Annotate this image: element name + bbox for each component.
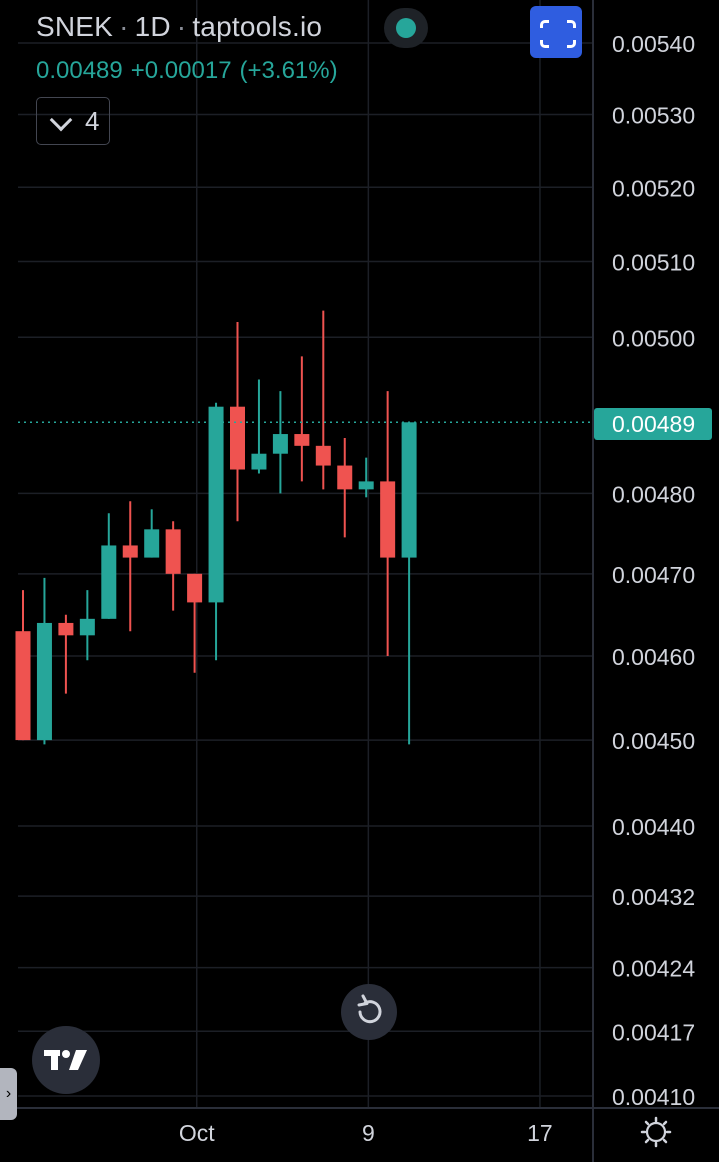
separator-dot: ·: [119, 11, 129, 42]
price-tick-label: 0.00432: [612, 884, 695, 910]
candle: [208, 402, 224, 661]
chart-grid: [18, 0, 593, 1108]
candle: [187, 573, 203, 673]
candle-body: [230, 406, 245, 470]
source-label: taptools.io: [192, 11, 323, 42]
price-axis[interactable]: 0.00540 0.00530 0.00520 0.00510 0.00500 0.004…: [592, 0, 695, 1162]
fullscreen-icon: [540, 20, 576, 48]
chart-settings-button[interactable]: [638, 1112, 678, 1152]
chevron-right-icon: ›: [5, 1085, 12, 1102]
candle: [79, 590, 95, 661]
candle-series: [15, 310, 417, 745]
market-status[interactable]: [384, 8, 428, 48]
candle: [272, 391, 288, 494]
candle: [251, 379, 267, 474]
tradingview-logo-icon: [44, 1050, 87, 1070]
candle-body: [165, 529, 181, 574]
candle: [165, 521, 181, 611]
candle: [337, 437, 353, 538]
candle: [294, 356, 310, 482]
candle-body: [208, 406, 224, 603]
time-tick-label: 9: [362, 1120, 375, 1146]
candle: [36, 577, 52, 745]
fullscreen-button[interactable]: [530, 6, 582, 58]
price-tick-label: 0.00460: [612, 644, 695, 670]
reset-chart-button[interactable]: [341, 984, 397, 1040]
price-tick-label: 0.00520: [612, 175, 695, 201]
separator-dot: ·: [176, 11, 187, 42]
price-change: +0.00017: [130, 57, 232, 84]
price-tick-label: 0.00410: [612, 1084, 695, 1110]
price-tick-label: 0.00510: [612, 250, 695, 276]
price-tick-label: 0.00417: [612, 1019, 695, 1045]
candle-body: [122, 545, 138, 558]
candle-body: [15, 631, 31, 741]
candle: [144, 509, 160, 558]
price-change-percent: (+3.61%): [239, 57, 338, 84]
candle-body: [401, 422, 417, 558]
symbol-legend[interactable]: SNEK · 1D · taptools.io: [36, 11, 322, 43]
candle: [315, 310, 331, 490]
interval-label: 1D: [134, 11, 171, 42]
price-tick-label: 0.00530: [612, 102, 695, 128]
candle: [380, 391, 396, 657]
price-tick-label: 0.00440: [612, 814, 695, 840]
price-tick-label: 0.00450: [612, 728, 695, 754]
candle: [101, 513, 117, 619]
candle: [358, 457, 374, 498]
time-axis[interactable]: Oct 9 17: [0, 1107, 719, 1146]
candle-body: [251, 453, 267, 470]
candle-body: [337, 465, 353, 490]
candle: [230, 321, 245, 522]
indicator-count: 4: [85, 106, 100, 136]
price-tick-label: 0.00540: [612, 31, 695, 57]
candle-body: [315, 445, 331, 466]
price-tick-label: 0.00480: [612, 481, 695, 507]
price-tick-label: 0.00500: [612, 325, 695, 351]
candle: [58, 614, 74, 694]
symbol-name: SNEK: [36, 11, 114, 42]
candle-body: [187, 573, 203, 603]
price-tick-label: 0.00424: [612, 956, 695, 982]
last-price-label: 0.00489: [594, 408, 712, 440]
time-tick-label: Oct: [179, 1120, 215, 1146]
candle-body: [358, 481, 374, 490]
price-legend: 0.00489 +0.00017 (+3.61%): [36, 57, 346, 85]
candle-body: [101, 545, 117, 619]
candle-body: [36, 622, 52, 741]
candle-body: [380, 481, 396, 558]
current-price: 0.00489: [36, 57, 123, 84]
candle-body: [294, 434, 310, 446]
tradingview-logo-button[interactable]: [32, 1026, 100, 1094]
candle: [401, 422, 417, 745]
gear-icon: [640, 1116, 672, 1148]
candle: [122, 501, 138, 632]
live-status-dot-icon: [396, 18, 416, 38]
price-tick-label: 0.00470: [612, 562, 695, 588]
candle: [15, 590, 31, 741]
candle-body: [144, 529, 160, 558]
candle-body: [79, 618, 95, 636]
side-panel-toggle[interactable]: ›: [0, 1068, 17, 1120]
chevron-down-icon: [49, 108, 73, 132]
candle-body: [58, 622, 74, 636]
candle-body: [272, 434, 288, 454]
time-tick-label: 17: [527, 1120, 553, 1146]
reset-rotate-icon: [357, 994, 382, 1024]
indicators-toggle-button[interactable]: 4: [36, 97, 110, 145]
